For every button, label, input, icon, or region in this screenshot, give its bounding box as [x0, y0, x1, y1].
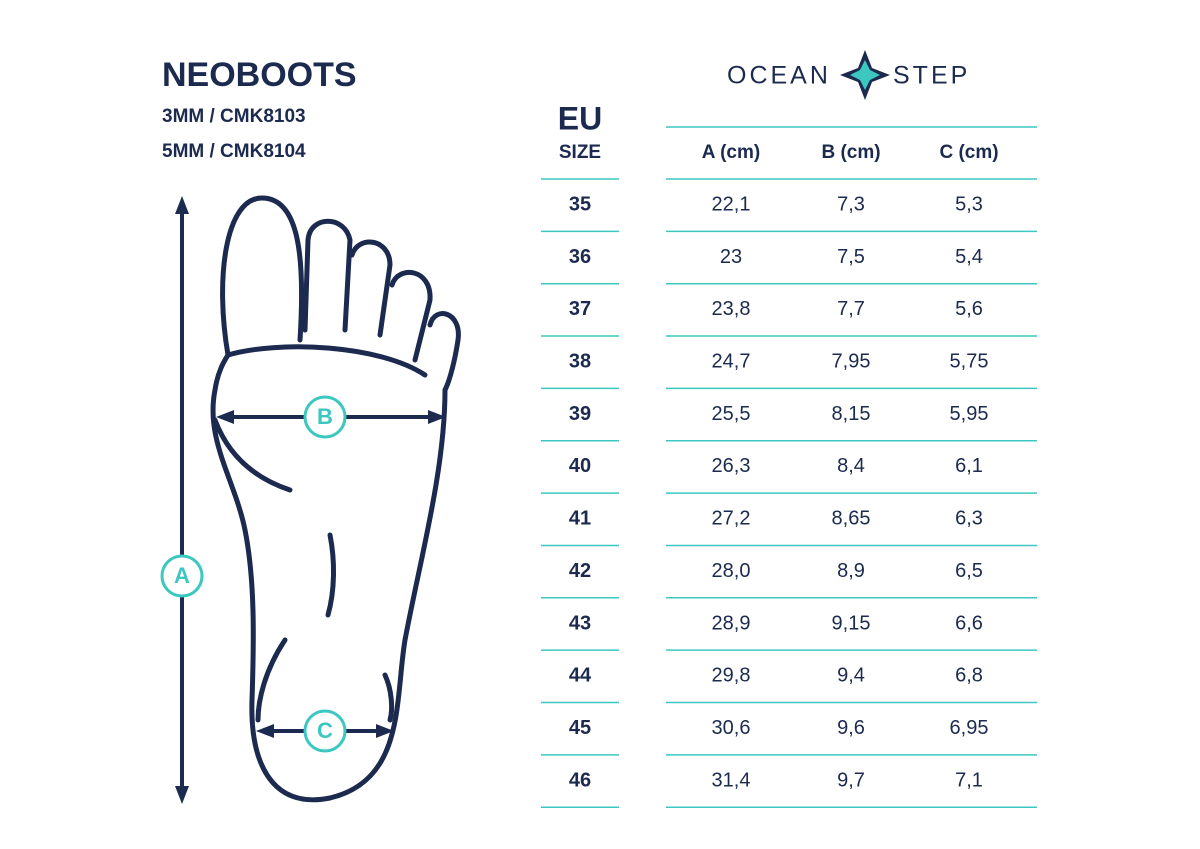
- size-cell: 41: [569, 508, 591, 530]
- cell: 9,15: [832, 612, 871, 634]
- cell: 29,8: [712, 665, 751, 687]
- cell: 8,15: [832, 403, 871, 425]
- size-cell: 43: [569, 612, 591, 634]
- size-cell: 39: [569, 403, 591, 425]
- column-header: B (cm): [821, 142, 880, 163]
- cell: 9,4: [837, 665, 865, 687]
- cell: 6,5: [955, 560, 983, 582]
- cell: 6,6: [955, 612, 983, 634]
- size-cell: 40: [569, 455, 591, 477]
- cell: 7,95: [832, 351, 871, 373]
- cell: 7,7: [837, 298, 865, 320]
- diagram-label: A: [174, 563, 190, 588]
- cell: 7,1: [955, 769, 983, 791]
- cell: 8,4: [837, 455, 865, 477]
- label-circle: [160, 554, 204, 598]
- column-header: C (cm): [939, 142, 998, 163]
- cell: 6,3: [955, 508, 983, 530]
- cell: 23,8: [712, 298, 751, 320]
- measure-arrows: [175, 196, 446, 804]
- size-header: SIZE: [559, 142, 601, 163]
- size-cell: 44: [569, 665, 592, 687]
- cell: 24,7: [712, 351, 751, 373]
- cell: 22,1: [712, 193, 751, 215]
- column-header: A (cm): [702, 142, 760, 163]
- cell: 8,9: [837, 560, 865, 582]
- cell: 6,8: [955, 665, 983, 687]
- cell: 5,3: [955, 193, 983, 215]
- cell: 9,6: [837, 717, 865, 739]
- cell: 6,1: [955, 455, 983, 477]
- cell: 5,95: [950, 403, 989, 425]
- title: NEOBOOTS: [162, 56, 357, 94]
- diagram-label: C: [317, 718, 333, 743]
- cell: 27,2: [712, 508, 751, 530]
- cell: 31,4: [712, 769, 751, 791]
- logo-compass: [840, 50, 890, 100]
- cell: 30,6: [712, 717, 751, 739]
- size-cell: 45: [569, 717, 591, 739]
- cell: 8,65: [832, 508, 871, 530]
- subtitle: 5MM / CMK8104: [162, 141, 306, 162]
- logo-text: OCEAN: [727, 62, 831, 90]
- cell: 9,7: [837, 769, 865, 791]
- cell: 5,75: [950, 351, 989, 373]
- subtitle: 3MM / CMK8103: [162, 106, 306, 127]
- size-cell: 36: [569, 246, 591, 268]
- cell: 28,0: [712, 560, 751, 582]
- cell: 26,3: [712, 455, 751, 477]
- foot-outline: [210, 195, 461, 803]
- cell: 5,6: [955, 298, 983, 320]
- diagram-label: B: [317, 404, 333, 429]
- cell: 6,95: [950, 717, 989, 739]
- cell: 25,5: [712, 403, 751, 425]
- size-cell: 38: [569, 351, 591, 373]
- size-cell: 37: [569, 298, 591, 320]
- size-cell: 42: [569, 560, 591, 582]
- cell: 23: [720, 246, 742, 268]
- cell: 7,3: [837, 193, 865, 215]
- cell: 28,9: [712, 612, 751, 634]
- logo-text: STEP: [893, 62, 970, 90]
- size-cell: 46: [569, 769, 591, 791]
- label-circle: [303, 709, 347, 753]
- cell: 5,4: [955, 246, 983, 268]
- label-circle: [303, 395, 347, 439]
- size-header: EU: [558, 100, 602, 136]
- cell: 7,5: [837, 246, 865, 268]
- size-cell: 35: [569, 193, 591, 215]
